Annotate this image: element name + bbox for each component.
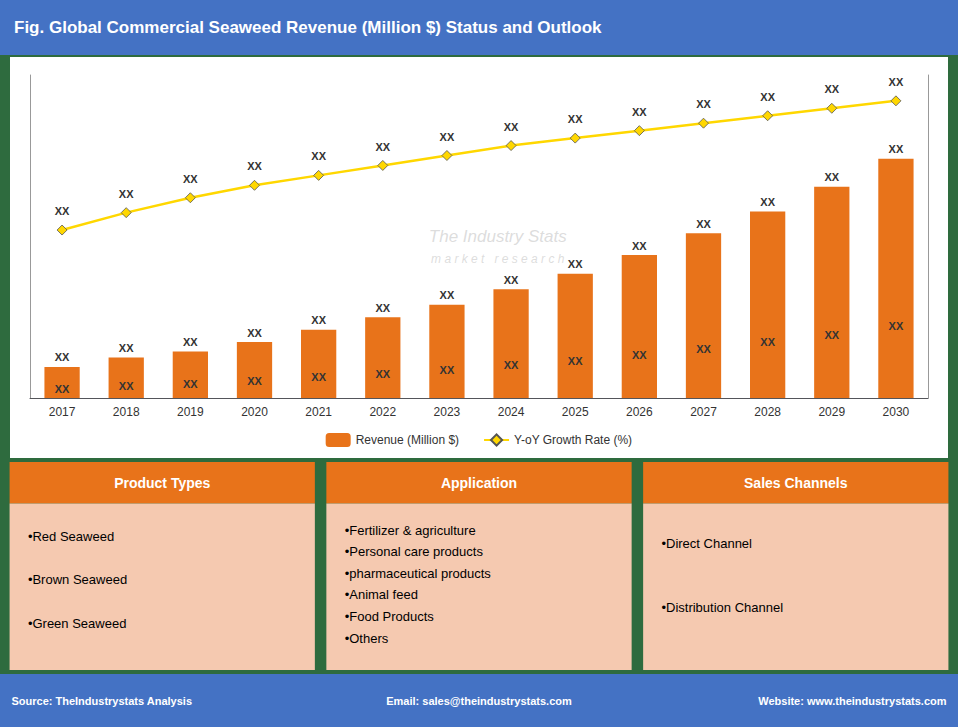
svg-text:2020: 2020 — [241, 405, 268, 419]
svg-text:•Green Seaweed: •Green Seaweed — [28, 616, 127, 631]
svg-text:•Direct Channel: •Direct Channel — [661, 536, 752, 551]
svg-text:XX: XX — [375, 368, 390, 380]
svg-text:2024: 2024 — [498, 405, 525, 419]
svg-text:•Red Seaweed: •Red Seaweed — [28, 529, 114, 544]
svg-text:XX: XX — [247, 375, 262, 387]
svg-text:XX: XX — [632, 106, 647, 118]
svg-text:•pharmaceutical products: •pharmaceutical products — [345, 566, 492, 581]
svg-text:XX: XX — [696, 218, 711, 230]
svg-text:XX: XX — [632, 240, 647, 252]
svg-text:XX: XX — [760, 336, 775, 348]
svg-text:XX: XX — [889, 320, 904, 332]
svg-text:2018: 2018 — [113, 405, 140, 419]
svg-text:2026: 2026 — [626, 405, 653, 419]
svg-text:XX: XX — [55, 351, 70, 363]
svg-text:2021: 2021 — [305, 405, 332, 419]
svg-text:2017: 2017 — [49, 405, 76, 419]
svg-text:XX: XX — [824, 83, 839, 95]
svg-text:XX: XX — [440, 289, 455, 301]
svg-text:XX: XX — [311, 314, 326, 326]
svg-text:XX: XX — [568, 258, 583, 270]
svg-text:XX: XX — [119, 380, 134, 392]
svg-text:XX: XX — [696, 343, 711, 355]
svg-text:Y-oY Growth Rate (%): Y-oY Growth Rate (%) — [514, 433, 632, 447]
svg-text:•Brown Seaweed: •Brown Seaweed — [28, 572, 127, 587]
svg-text:Application: Application — [441, 475, 517, 491]
svg-text:XX: XX — [568, 113, 583, 125]
svg-text:XX: XX — [311, 371, 326, 383]
svg-text:2022: 2022 — [369, 405, 396, 419]
svg-text:XX: XX — [504, 359, 519, 371]
svg-text:XX: XX — [119, 188, 134, 200]
svg-text:XX: XX — [55, 383, 70, 395]
svg-text:2030: 2030 — [883, 405, 910, 419]
svg-text:XX: XX — [55, 205, 70, 217]
svg-text:Email: sales@theindustrystats.: Email: sales@theindustrystats.com — [386, 695, 572, 707]
svg-text:XX: XX — [183, 378, 198, 390]
svg-text:2029: 2029 — [818, 405, 845, 419]
svg-text:XX: XX — [183, 173, 198, 185]
svg-text:Sales Channels: Sales Channels — [744, 475, 848, 491]
svg-text:XX: XX — [824, 329, 839, 341]
svg-text:The Industry Stats: The Industry Stats — [429, 227, 567, 246]
svg-text:Revenue (Million $): Revenue (Million $) — [356, 433, 459, 447]
svg-text:XX: XX — [824, 171, 839, 183]
svg-text:XX: XX — [119, 342, 134, 354]
svg-text:XX: XX — [440, 131, 455, 143]
svg-text:•Distribution Channel: •Distribution Channel — [661, 600, 783, 615]
svg-text:m a r k e t r e s e a r c h: m a r k e t r e s e a r c h — [431, 252, 565, 266]
svg-text:XX: XX — [760, 196, 775, 208]
svg-text:Source: TheIndustrystats Analy: Source: TheIndustrystats Analysis — [11, 695, 192, 707]
svg-text:XX: XX — [183, 336, 198, 348]
svg-text:XX: XX — [247, 327, 262, 339]
svg-text:Fig. Global Commercial Seaweed: Fig. Global Commercial Seaweed Revenue (… — [14, 18, 602, 37]
svg-text:•Fertilizer & agriculture: •Fertilizer & agriculture — [345, 523, 476, 538]
svg-text:Website: www.theindustrystats.: Website: www.theindustrystats.com — [758, 695, 946, 707]
svg-text:XX: XX — [311, 150, 326, 162]
svg-text:2023: 2023 — [434, 405, 461, 419]
svg-text:•Food Products: •Food Products — [345, 609, 435, 624]
svg-text:XX: XX — [889, 143, 904, 155]
svg-text:2019: 2019 — [177, 405, 204, 419]
svg-text:2027: 2027 — [690, 405, 717, 419]
svg-text:XX: XX — [632, 349, 647, 361]
svg-text:•Personal care products: •Personal care products — [345, 544, 484, 559]
svg-text:2028: 2028 — [754, 405, 781, 419]
svg-text:XX: XX — [568, 355, 583, 367]
svg-text:XX: XX — [504, 274, 519, 286]
svg-text:XX: XX — [440, 364, 455, 376]
svg-text:Product Types: Product Types — [114, 475, 210, 491]
svg-text:XX: XX — [504, 121, 519, 133]
svg-text:XX: XX — [760, 91, 775, 103]
svg-text:XX: XX — [375, 302, 390, 314]
svg-text:XX: XX — [889, 76, 904, 88]
svg-text:•Others: •Others — [345, 631, 389, 646]
svg-text:XX: XX — [696, 98, 711, 110]
svg-text:XX: XX — [375, 141, 390, 153]
svg-text:•Animal feed: •Animal feed — [345, 587, 418, 602]
svg-text:XX: XX — [247, 160, 262, 172]
svg-text:2025: 2025 — [562, 405, 589, 419]
